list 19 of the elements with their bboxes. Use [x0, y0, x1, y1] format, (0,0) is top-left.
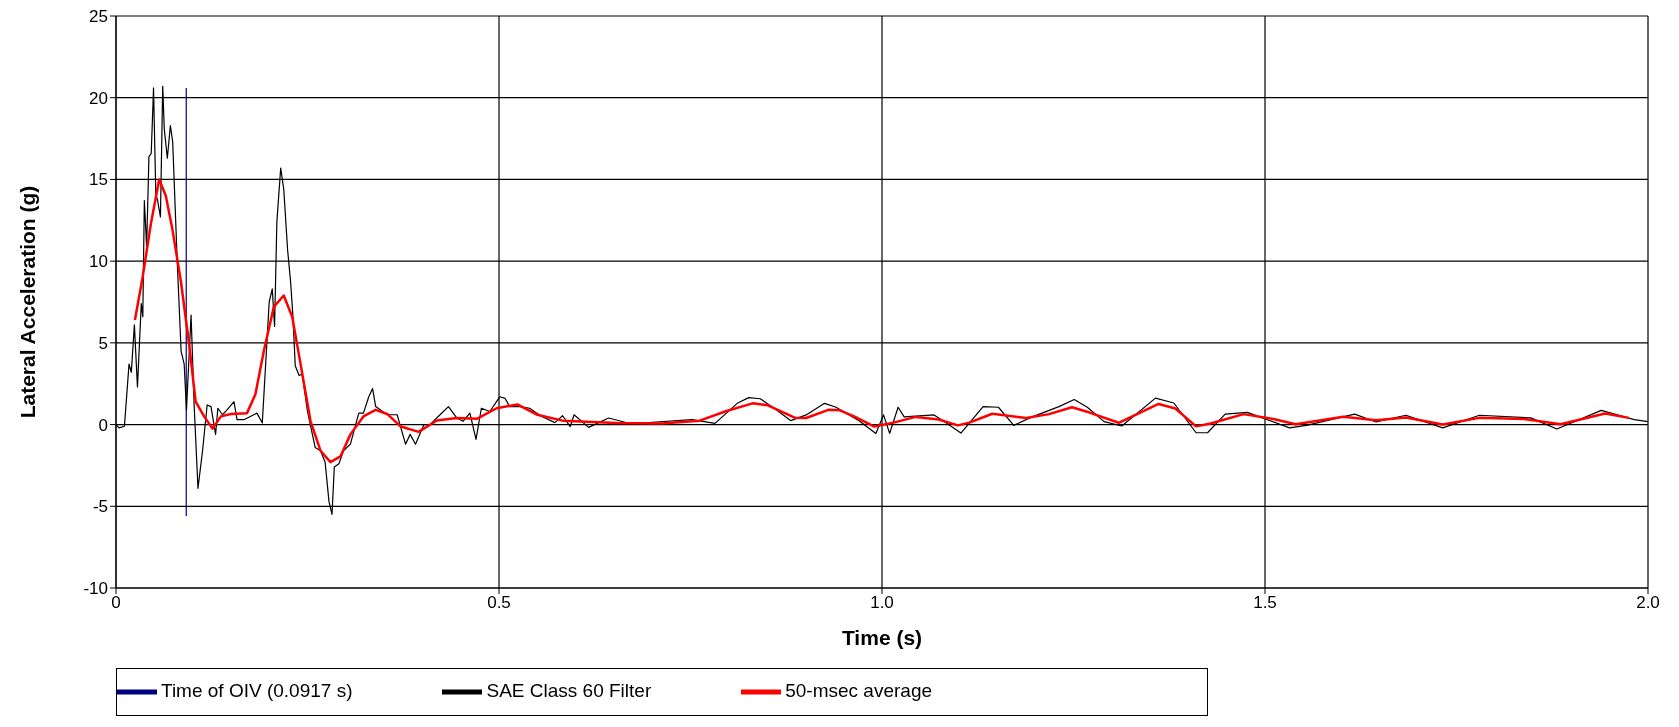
x-tick-label: 0 — [111, 593, 121, 613]
y-tick-label: 10 — [89, 252, 108, 272]
x-tick-label: 1.0 — [870, 593, 894, 613]
legend-label: SAE Class 60 Filter — [486, 680, 652, 702]
legend-label: 50-msec average — [785, 680, 933, 702]
y-axis-title: Lateral Acceleration (g) — [16, 185, 40, 419]
x-tick-label: 2.0 — [1636, 593, 1660, 613]
legend-label: Time of OIV (0.0917 s) — [161, 680, 353, 702]
line-series — [133, 178, 1631, 464]
y-tick-label: -10 — [83, 579, 108, 599]
y-tick-label: 15 — [89, 170, 108, 190]
y-tick-label: 0 — [98, 415, 108, 435]
x-tick-label: 1.5 — [1253, 593, 1277, 613]
y-tick-label: -5 — [92, 497, 108, 517]
y-tick-label: 5 — [98, 333, 108, 353]
x-tick-label: 0.5 — [487, 593, 511, 613]
y-tick-label: 20 — [89, 88, 108, 108]
y-tick-label: 25 — [89, 7, 108, 27]
x-axis-title: Time (s) — [841, 625, 923, 649]
